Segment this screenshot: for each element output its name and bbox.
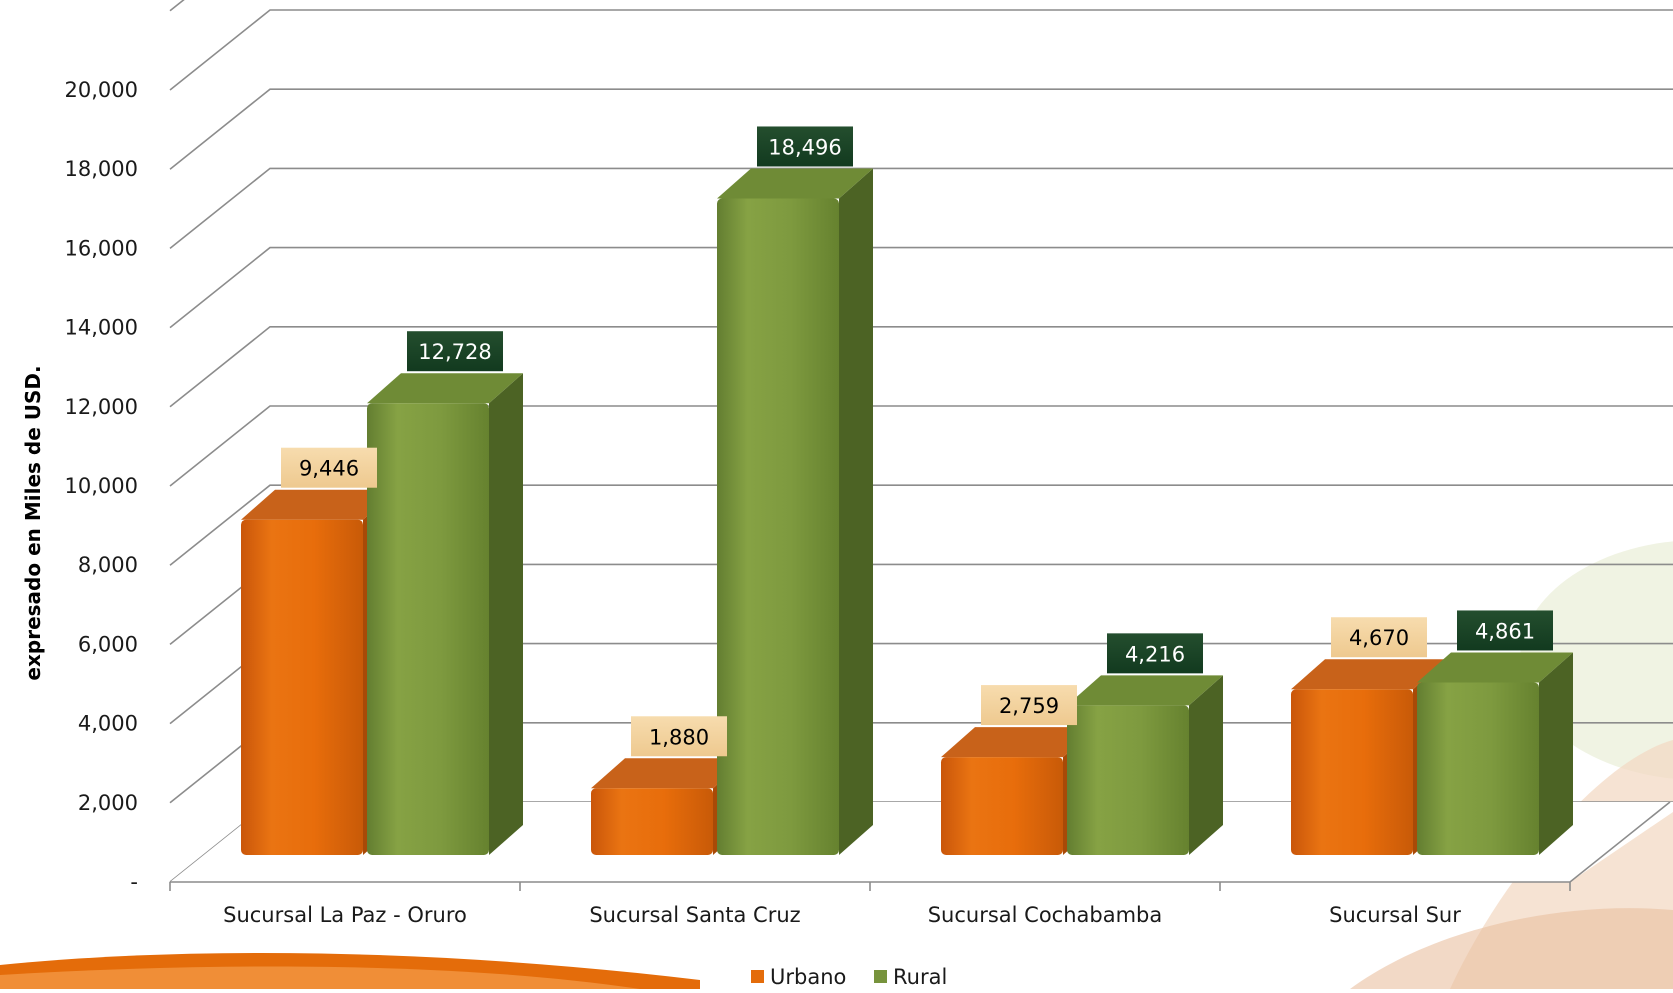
gridline (169, 88, 1673, 170)
data-label-urbano: 4,670 (1331, 617, 1427, 658)
data-label-text: 9,446 (299, 457, 359, 481)
data-label-text: 2,759 (999, 694, 1059, 718)
y-tick-label: 6,000 (78, 632, 138, 656)
bar-top (367, 373, 523, 404)
data-label-rural: 18,496 (757, 126, 853, 167)
y-tick-label: 12,000 (65, 395, 138, 419)
bar-side (1189, 675, 1223, 855)
data-label-box (1457, 610, 1553, 651)
bar-top (1291, 659, 1447, 690)
bar-side (489, 373, 523, 855)
data-label-text: 12,728 (418, 340, 491, 364)
data-label-text: 18,496 (768, 135, 841, 159)
bar-front (241, 519, 363, 855)
bar-top (241, 489, 397, 520)
legend: Urbano Rural (751, 965, 947, 989)
y-tick-label: 16,000 (65, 236, 138, 260)
bar-top (717, 168, 873, 199)
y-tick-label: 2,000 (78, 791, 138, 815)
y-tick-label: 10,000 (65, 474, 138, 498)
bar-side (1539, 652, 1573, 855)
legend-item-rural: Rural (874, 965, 947, 989)
data-label-urbano: 2,759 (981, 685, 1077, 726)
gridline (169, 167, 1673, 250)
data-label-box (407, 331, 503, 372)
y-tick-label: 14,000 (65, 316, 138, 340)
bar-front (367, 403, 489, 855)
legend-item-urbano: Urbano (751, 965, 846, 989)
bar-front (717, 198, 839, 856)
bar-front (1067, 705, 1189, 855)
bar-front (1417, 682, 1539, 855)
gridline (169, 9, 1673, 91)
y-tick-label: 8,000 (78, 553, 138, 577)
bars (241, 168, 1573, 856)
data-labels: 9,446 12,728 1,880 18,496 2,759 4,216 4,670 4,8… (281, 126, 1553, 757)
data-label-text: 1,880 (649, 725, 709, 749)
data-label-box (981, 685, 1077, 726)
gridline (169, 484, 1673, 566)
bar-top (1067, 675, 1223, 706)
y-tick-label: 4,000 (78, 712, 138, 736)
data-label-text: 4,216 (1125, 642, 1185, 666)
bar-rural (367, 373, 523, 855)
data-label-text: 4,861 (1475, 619, 1535, 643)
bar-rural (1417, 652, 1573, 855)
data-label-box (757, 126, 853, 167)
x-axis: Sucursal La Paz - Oruro Sucursal Santa Cr… (169, 882, 1571, 927)
y-axis: - 2,000 4,000 6,000 8,000 10,000 12,000 14,000 1… (65, 78, 138, 894)
bar-top (941, 727, 1097, 758)
x-tick-label: Sucursal Santa Cruz (589, 903, 800, 927)
gridline (169, 246, 1673, 329)
x-tick-label: Sucursal Cochabamba (928, 903, 1163, 927)
bar-rural (1067, 675, 1223, 855)
data-label-text: 4,670 (1349, 626, 1409, 650)
y-axis-title: expresado en Miles de USD. (21, 365, 45, 680)
data-label-rural: 4,861 (1457, 610, 1553, 651)
y-tick-label: 20,000 (65, 78, 138, 102)
x-tick-label: Sucursal Sur (1329, 903, 1461, 927)
y-tick-label: 18,000 (65, 157, 138, 181)
data-label-box (1331, 617, 1427, 658)
data-label-box (1107, 633, 1203, 674)
bar-rural (717, 168, 873, 856)
legend-swatch (751, 970, 764, 983)
legend-swatch (874, 970, 887, 983)
legend-label: Rural (893, 965, 947, 989)
x-tick-label: Sucursal La Paz - Oruro (223, 903, 467, 927)
bar-front (591, 788, 713, 855)
data-label-urbano: 1,880 (631, 716, 727, 757)
bar-front (1291, 689, 1413, 855)
bar-top (591, 758, 747, 789)
gridline (169, 0, 185, 12)
legend-label: Urbano (770, 965, 846, 989)
bar-side (839, 168, 873, 856)
data-label-box (281, 447, 377, 488)
data-label-rural: 12,728 (407, 331, 503, 372)
bar-top (1417, 652, 1573, 683)
data-label-rural: 4,216 (1107, 633, 1203, 674)
data-label-urbano: 9,446 (281, 447, 377, 488)
gridline (169, 325, 1673, 408)
gridline (169, 405, 1673, 487)
bar-front (941, 757, 1063, 855)
data-label-box (631, 716, 727, 757)
y-tick-label: - (130, 870, 138, 894)
